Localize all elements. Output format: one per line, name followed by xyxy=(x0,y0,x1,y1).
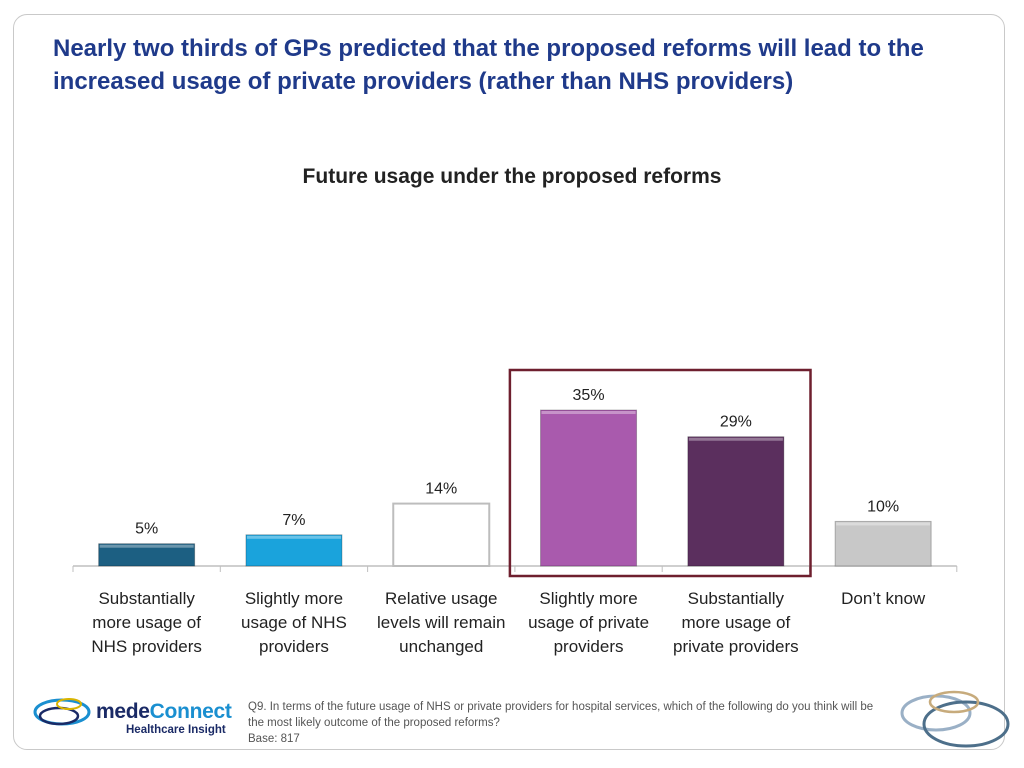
logo-rings-icon xyxy=(33,698,91,726)
data-label: 14% xyxy=(425,481,457,498)
category-label: providers xyxy=(259,637,329,656)
data-label: 7% xyxy=(282,512,305,529)
category-label: Substantially xyxy=(98,589,195,608)
bar-highlight xyxy=(688,437,783,441)
bar-highlight xyxy=(836,522,931,526)
category-label: NHS providers xyxy=(91,637,202,656)
logo-tagline: Healthcare Insight xyxy=(126,724,226,736)
data-label: 29% xyxy=(720,414,752,431)
category-label: unchanged xyxy=(399,637,483,656)
company-logo: medeConnect Healthcare Insight xyxy=(32,690,242,746)
data-label: 35% xyxy=(573,387,605,404)
category-label: usage of NHS xyxy=(241,613,347,632)
category-label: Don’t know xyxy=(841,589,926,608)
category-label: private providers xyxy=(673,637,799,656)
bar-highlight xyxy=(541,411,636,414)
footnote-base: Base: 817 xyxy=(248,733,300,745)
category-label: Slightly more xyxy=(245,589,343,608)
category-label: Slightly more xyxy=(539,589,637,608)
bar xyxy=(540,409,638,567)
bar xyxy=(245,534,343,567)
chart-title: Future usage under the proposed reforms xyxy=(302,165,722,188)
bar-highlight xyxy=(246,535,341,539)
slide-headline: Nearly two thirds of GPs predicted that … xyxy=(53,35,924,95)
category-label: more usage of xyxy=(682,613,791,632)
category-label: more usage of xyxy=(92,613,201,632)
footnote: Q9. In terms of the future usage of NHS … xyxy=(248,699,888,747)
bar-highlight xyxy=(99,544,194,548)
data-label: 5% xyxy=(135,521,158,538)
category-label: Substantially xyxy=(688,589,785,608)
footnote-question: Q9. In terms of the future usage of NHS … xyxy=(248,701,874,729)
data-label: 10% xyxy=(867,498,899,515)
bar xyxy=(687,436,785,567)
decorative-rings-icon xyxy=(900,690,1010,748)
logo-name-part1: mede xyxy=(96,700,150,723)
bar xyxy=(98,543,196,567)
bar xyxy=(392,502,491,568)
bar xyxy=(834,520,932,567)
category-label: Relative usage xyxy=(385,589,497,608)
category-label: usage of private xyxy=(528,613,649,632)
logo-name: medeConnect xyxy=(96,700,232,724)
logo-name-part2: Connect xyxy=(149,700,232,723)
highlight-box xyxy=(508,368,812,578)
category-label: levels will remain xyxy=(377,613,505,632)
bar-highlight xyxy=(394,504,489,508)
category-label: providers xyxy=(554,637,624,656)
